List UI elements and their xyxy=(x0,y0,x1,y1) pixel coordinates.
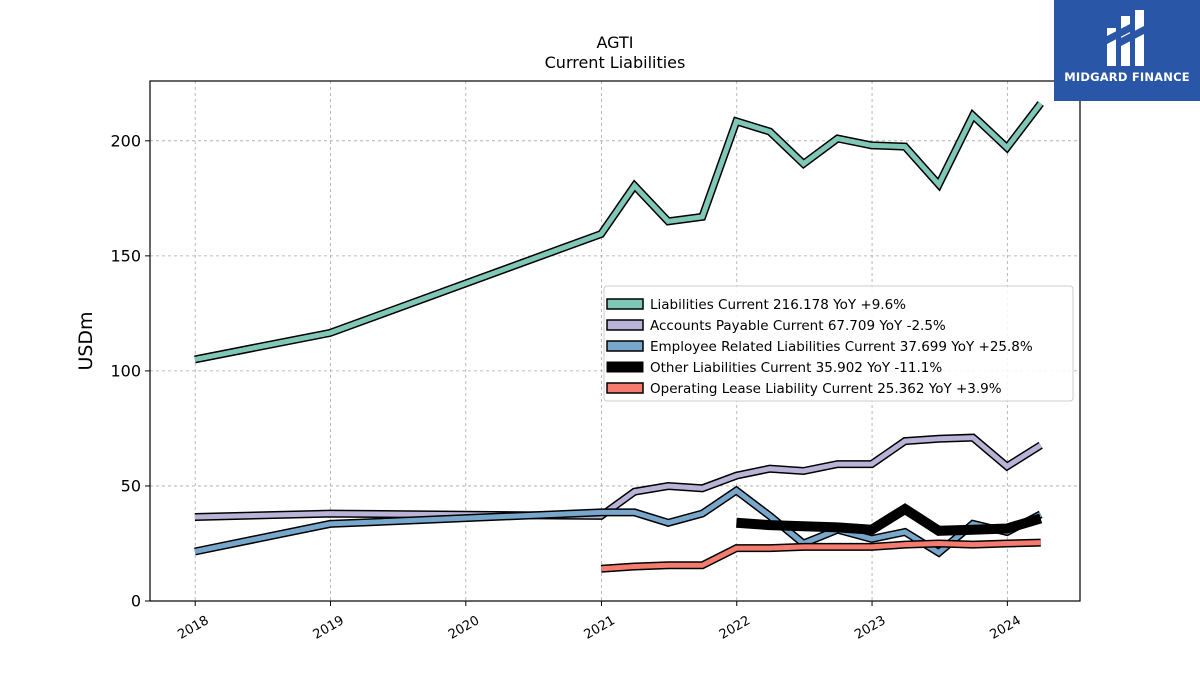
legend-swatch xyxy=(606,340,644,352)
y-tick-label: 100 xyxy=(110,361,141,380)
x-tick-label: 2023 xyxy=(852,613,888,643)
plot-frame xyxy=(149,80,1081,602)
x-tick-label: 2018 xyxy=(175,613,211,643)
series-line-2 xyxy=(194,433,1043,521)
logo-mark-icon xyxy=(1107,10,1144,66)
y-tick-label: 0 xyxy=(131,592,141,611)
series-line-5 xyxy=(600,538,1041,573)
series-layer xyxy=(194,101,1044,573)
x-tick-label: 2021 xyxy=(582,613,618,643)
brand-logo: MIDGARD FINANCE xyxy=(1054,0,1200,101)
legend-label: Liabilities Current 216.178 YoY +9.6% xyxy=(650,297,906,313)
logo-text: MIDGARD FINANCE xyxy=(1064,70,1190,84)
series-line-1 xyxy=(194,101,1044,364)
legend: Liabilities Current 216.178 YoY +9.6% Acc… xyxy=(603,285,1074,402)
legend-swatch xyxy=(606,382,644,394)
chart-subtitle: Current Liabilities xyxy=(545,53,686,72)
series-line-4 xyxy=(736,503,1043,536)
legend-box xyxy=(603,285,1074,402)
y-tick-label: 200 xyxy=(110,131,141,150)
series-line-fill xyxy=(194,435,1043,520)
y-tick-label: 150 xyxy=(110,246,141,265)
legend-label: Accounts Payable Current 67.709 YoY -2.5… xyxy=(650,318,946,334)
legend-swatch xyxy=(606,361,644,373)
legend-label: Other Liabilities Current 35.902 YoY -11… xyxy=(650,360,942,376)
series-line-fill xyxy=(600,540,1041,572)
series-line-fill xyxy=(194,101,1043,362)
x-tick-label: 2024 xyxy=(988,613,1024,643)
chart-title: AGTI xyxy=(597,33,634,52)
y-axis-label: USDm xyxy=(75,311,97,370)
legend-label: Operating Lease Liability Current 25.362… xyxy=(650,381,1002,397)
x-tick-label: 2020 xyxy=(446,613,482,643)
x-tick-label: 2019 xyxy=(311,613,347,643)
x-tick-label: 2022 xyxy=(717,613,753,643)
legend-label: Employee Related Liabilities Current 37.… xyxy=(650,339,1033,355)
series-line-stroke xyxy=(736,503,1043,536)
y-tick-label: 50 xyxy=(121,476,141,495)
legend-swatch xyxy=(606,319,644,331)
legend-swatch xyxy=(606,298,644,310)
